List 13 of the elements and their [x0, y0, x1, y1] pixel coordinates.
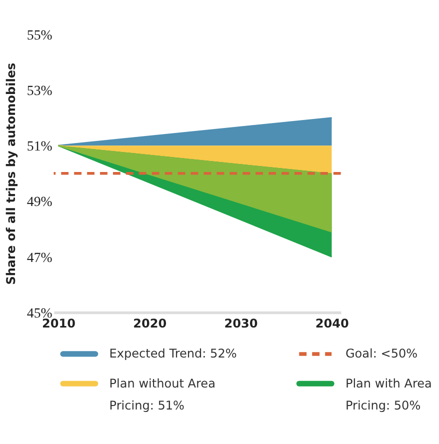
legend-label: Plan with Area Pricing: 50% [345, 376, 432, 413]
legend-label: Goal: <50% [345, 346, 418, 361]
y-tick-label: 55% [26, 28, 53, 44]
x-tick-label: 2020 [133, 316, 167, 331]
legend-label: Plan without Area Pricing: 51% [109, 376, 216, 413]
y-tick-label: 51% [26, 140, 53, 155]
y-tick-label: 53% [26, 84, 53, 100]
y-axis-title: Share of all trips by automobiles [4, 62, 18, 285]
x-tick-label: 2030 [224, 316, 258, 331]
y-tick-label: 47% [26, 250, 53, 266]
legend-label: Expected Trend: 52% [109, 346, 237, 361]
y-tick-label: 49% [26, 195, 53, 210]
x-tick-label: 2040 [315, 316, 349, 331]
